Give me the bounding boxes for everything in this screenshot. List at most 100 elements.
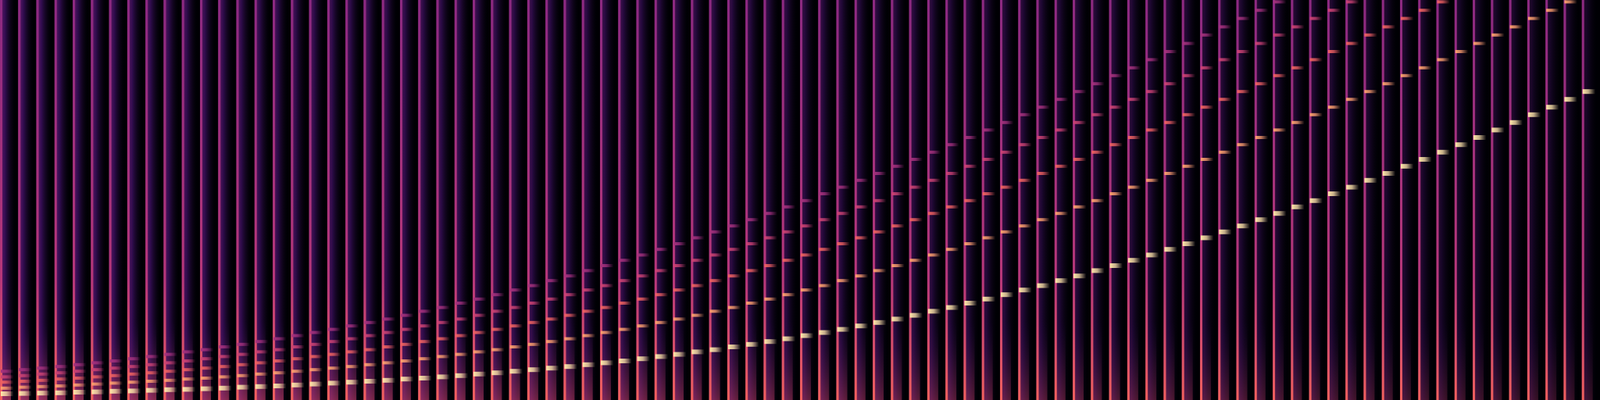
partial — [618, 301, 632, 305]
partial — [910, 217, 923, 222]
partial — [510, 288, 523, 292]
partial — [273, 348, 286, 352]
note-body — [872, 0, 888, 400]
partial — [582, 268, 596, 272]
note-body — [1582, 0, 1597, 400]
onset — [1127, 0, 1130, 400]
partial — [110, 389, 123, 394]
note-body — [1436, 0, 1452, 400]
partial — [510, 345, 523, 349]
note-body — [1017, 0, 1033, 400]
partial — [1291, 121, 1304, 125]
note-column — [490, 0, 506, 400]
note-column — [800, 0, 815, 400]
note-column — [1290, 0, 1306, 400]
partial — [1310, 198, 1323, 204]
partial — [1382, 171, 1396, 176]
partial — [0, 391, 14, 397]
partial — [164, 369, 177, 373]
partial — [146, 379, 159, 383]
partial — [600, 306, 614, 310]
partial — [110, 374, 123, 378]
partial — [55, 384, 68, 388]
partial — [1164, 246, 1177, 252]
partial — [928, 308, 941, 314]
note-body — [1236, 0, 1252, 400]
partial — [37, 385, 50, 389]
partial — [728, 274, 741, 278]
partial — [18, 374, 32, 378]
partial — [1291, 25, 1304, 29]
partial — [1218, 57, 1232, 61]
onset — [1054, 0, 1058, 400]
partial — [528, 342, 541, 347]
note-body — [836, 0, 852, 400]
note-body — [400, 0, 415, 400]
partial — [746, 217, 759, 222]
partial — [855, 323, 868, 329]
partial — [37, 366, 50, 370]
partial — [964, 164, 977, 168]
partial — [746, 268, 759, 272]
partial — [1382, 82, 1396, 86]
partial — [964, 300, 977, 306]
onset — [490, 0, 493, 400]
partial — [164, 360, 177, 365]
partial — [255, 339, 268, 343]
note-body — [745, 0, 761, 400]
partial — [128, 372, 141, 376]
partial — [0, 386, 14, 390]
onset — [1472, 0, 1475, 400]
partial — [110, 359, 123, 363]
onset — [1363, 0, 1366, 400]
note-body — [1400, 0, 1415, 400]
note-column — [345, 0, 361, 400]
partial — [728, 306, 741, 310]
partial — [37, 390, 50, 396]
note-column — [745, 0, 761, 400]
partial — [382, 317, 396, 321]
partial — [91, 375, 104, 379]
partial — [1146, 57, 1159, 61]
partial — [637, 356, 650, 361]
note-body — [509, 0, 525, 400]
partial — [837, 185, 850, 190]
partial — [455, 334, 468, 338]
note-body — [1127, 0, 1143, 400]
partial — [982, 296, 996, 302]
partial — [528, 284, 541, 288]
partial — [255, 350, 268, 354]
note-column — [600, 0, 615, 400]
note-body — [617, 0, 633, 400]
partial — [710, 309, 723, 313]
partial — [800, 199, 814, 203]
partial — [964, 242, 977, 246]
note-column — [1436, 0, 1452, 400]
partial — [1437, 150, 1450, 155]
partial — [1218, 229, 1232, 235]
partial — [18, 391, 32, 397]
onset — [290, 0, 293, 400]
partial — [728, 247, 741, 251]
note-column — [582, 0, 597, 400]
note-column — [400, 0, 415, 400]
onset — [72, 0, 75, 400]
partial — [746, 342, 759, 347]
note-column — [436, 0, 452, 400]
note-column — [872, 0, 888, 400]
note-body — [290, 0, 306, 400]
partial — [110, 366, 123, 370]
onset — [582, 0, 585, 400]
partial — [1091, 82, 1104, 86]
onset — [127, 0, 130, 400]
partial — [182, 350, 196, 354]
partial — [982, 128, 996, 132]
partial — [1310, 113, 1323, 117]
note-body — [690, 0, 706, 400]
partial — [1000, 185, 1014, 190]
note-body — [217, 0, 233, 400]
onset — [200, 0, 203, 400]
note-column — [545, 0, 561, 400]
onset — [1345, 0, 1348, 400]
note-body — [236, 0, 252, 400]
